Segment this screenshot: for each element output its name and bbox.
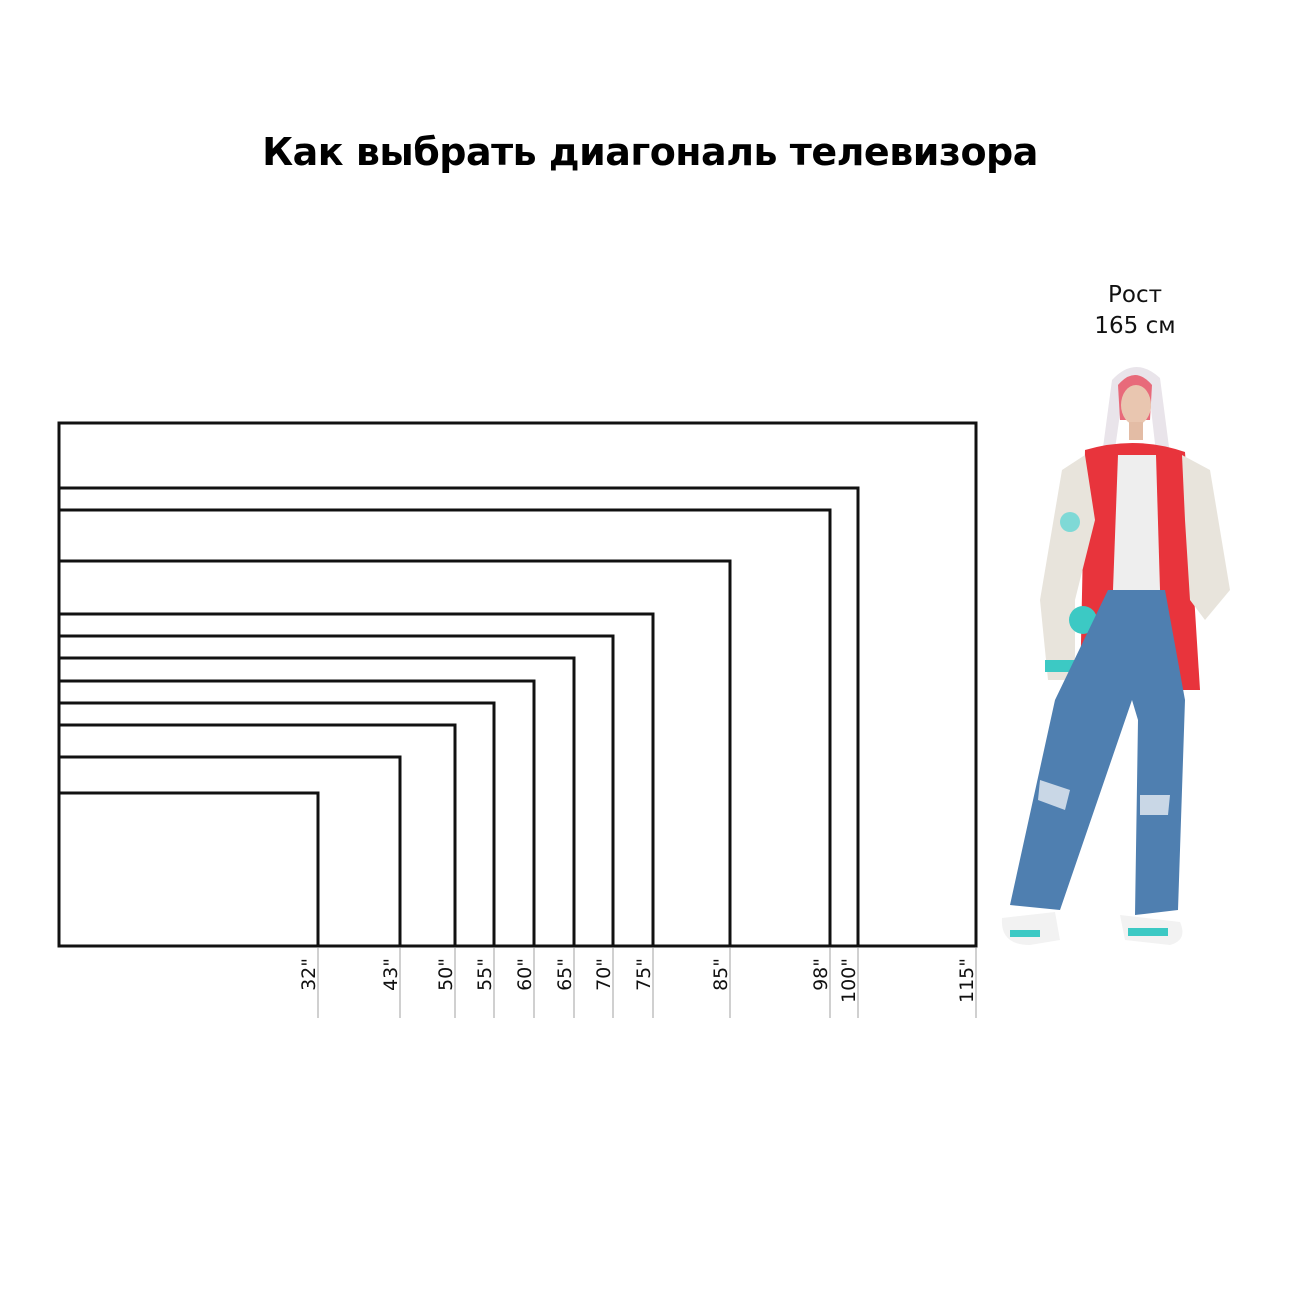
- tv-outline-32: [57, 791, 320, 948]
- diagonal-label-75: 75": [633, 958, 655, 991]
- tv-outline-98: [57, 508, 832, 948]
- tv-outline-115: [57, 421, 978, 948]
- tv-outline-55: [57, 701, 496, 948]
- height-label-line1: Рост: [1108, 282, 1162, 308]
- diagonal-label-60: 60": [514, 958, 536, 991]
- tv-outline-85: [57, 559, 732, 948]
- person-height-label: Рост 165 см: [1080, 280, 1190, 342]
- diagonal-label-65: 65": [554, 958, 576, 991]
- diagonal-label-85: 85": [710, 958, 732, 991]
- tv-outline-75: [57, 612, 655, 948]
- person-figure: [1001, 366, 1230, 945]
- diagonal-label-50: 50": [435, 958, 457, 991]
- height-label-line2: 165 см: [1094, 313, 1176, 339]
- tv-outlines: [57, 421, 978, 948]
- diagonal-labels: 115" 100" 98" 85" 75" 70" 65" 60" 55" 50" 43" 32": [298, 948, 978, 1018]
- diagonal-label-115: 115": [956, 958, 978, 1003]
- tv-outline-43: [57, 755, 402, 948]
- diagonal-label-70: 70": [593, 958, 615, 991]
- tv-outline-60: [57, 679, 536, 948]
- tv-outline-100: [57, 486, 860, 948]
- diagonal-label-43: 43": [380, 958, 402, 991]
- diagonal-label-100: 100": [838, 958, 860, 1003]
- diagonal-label-98: 98": [810, 958, 832, 991]
- diagonal-label-55: 55": [474, 958, 496, 991]
- diagonal-label-32: 32": [298, 958, 320, 991]
- page-title: Как выбрать диагональ телевизора: [262, 130, 1038, 174]
